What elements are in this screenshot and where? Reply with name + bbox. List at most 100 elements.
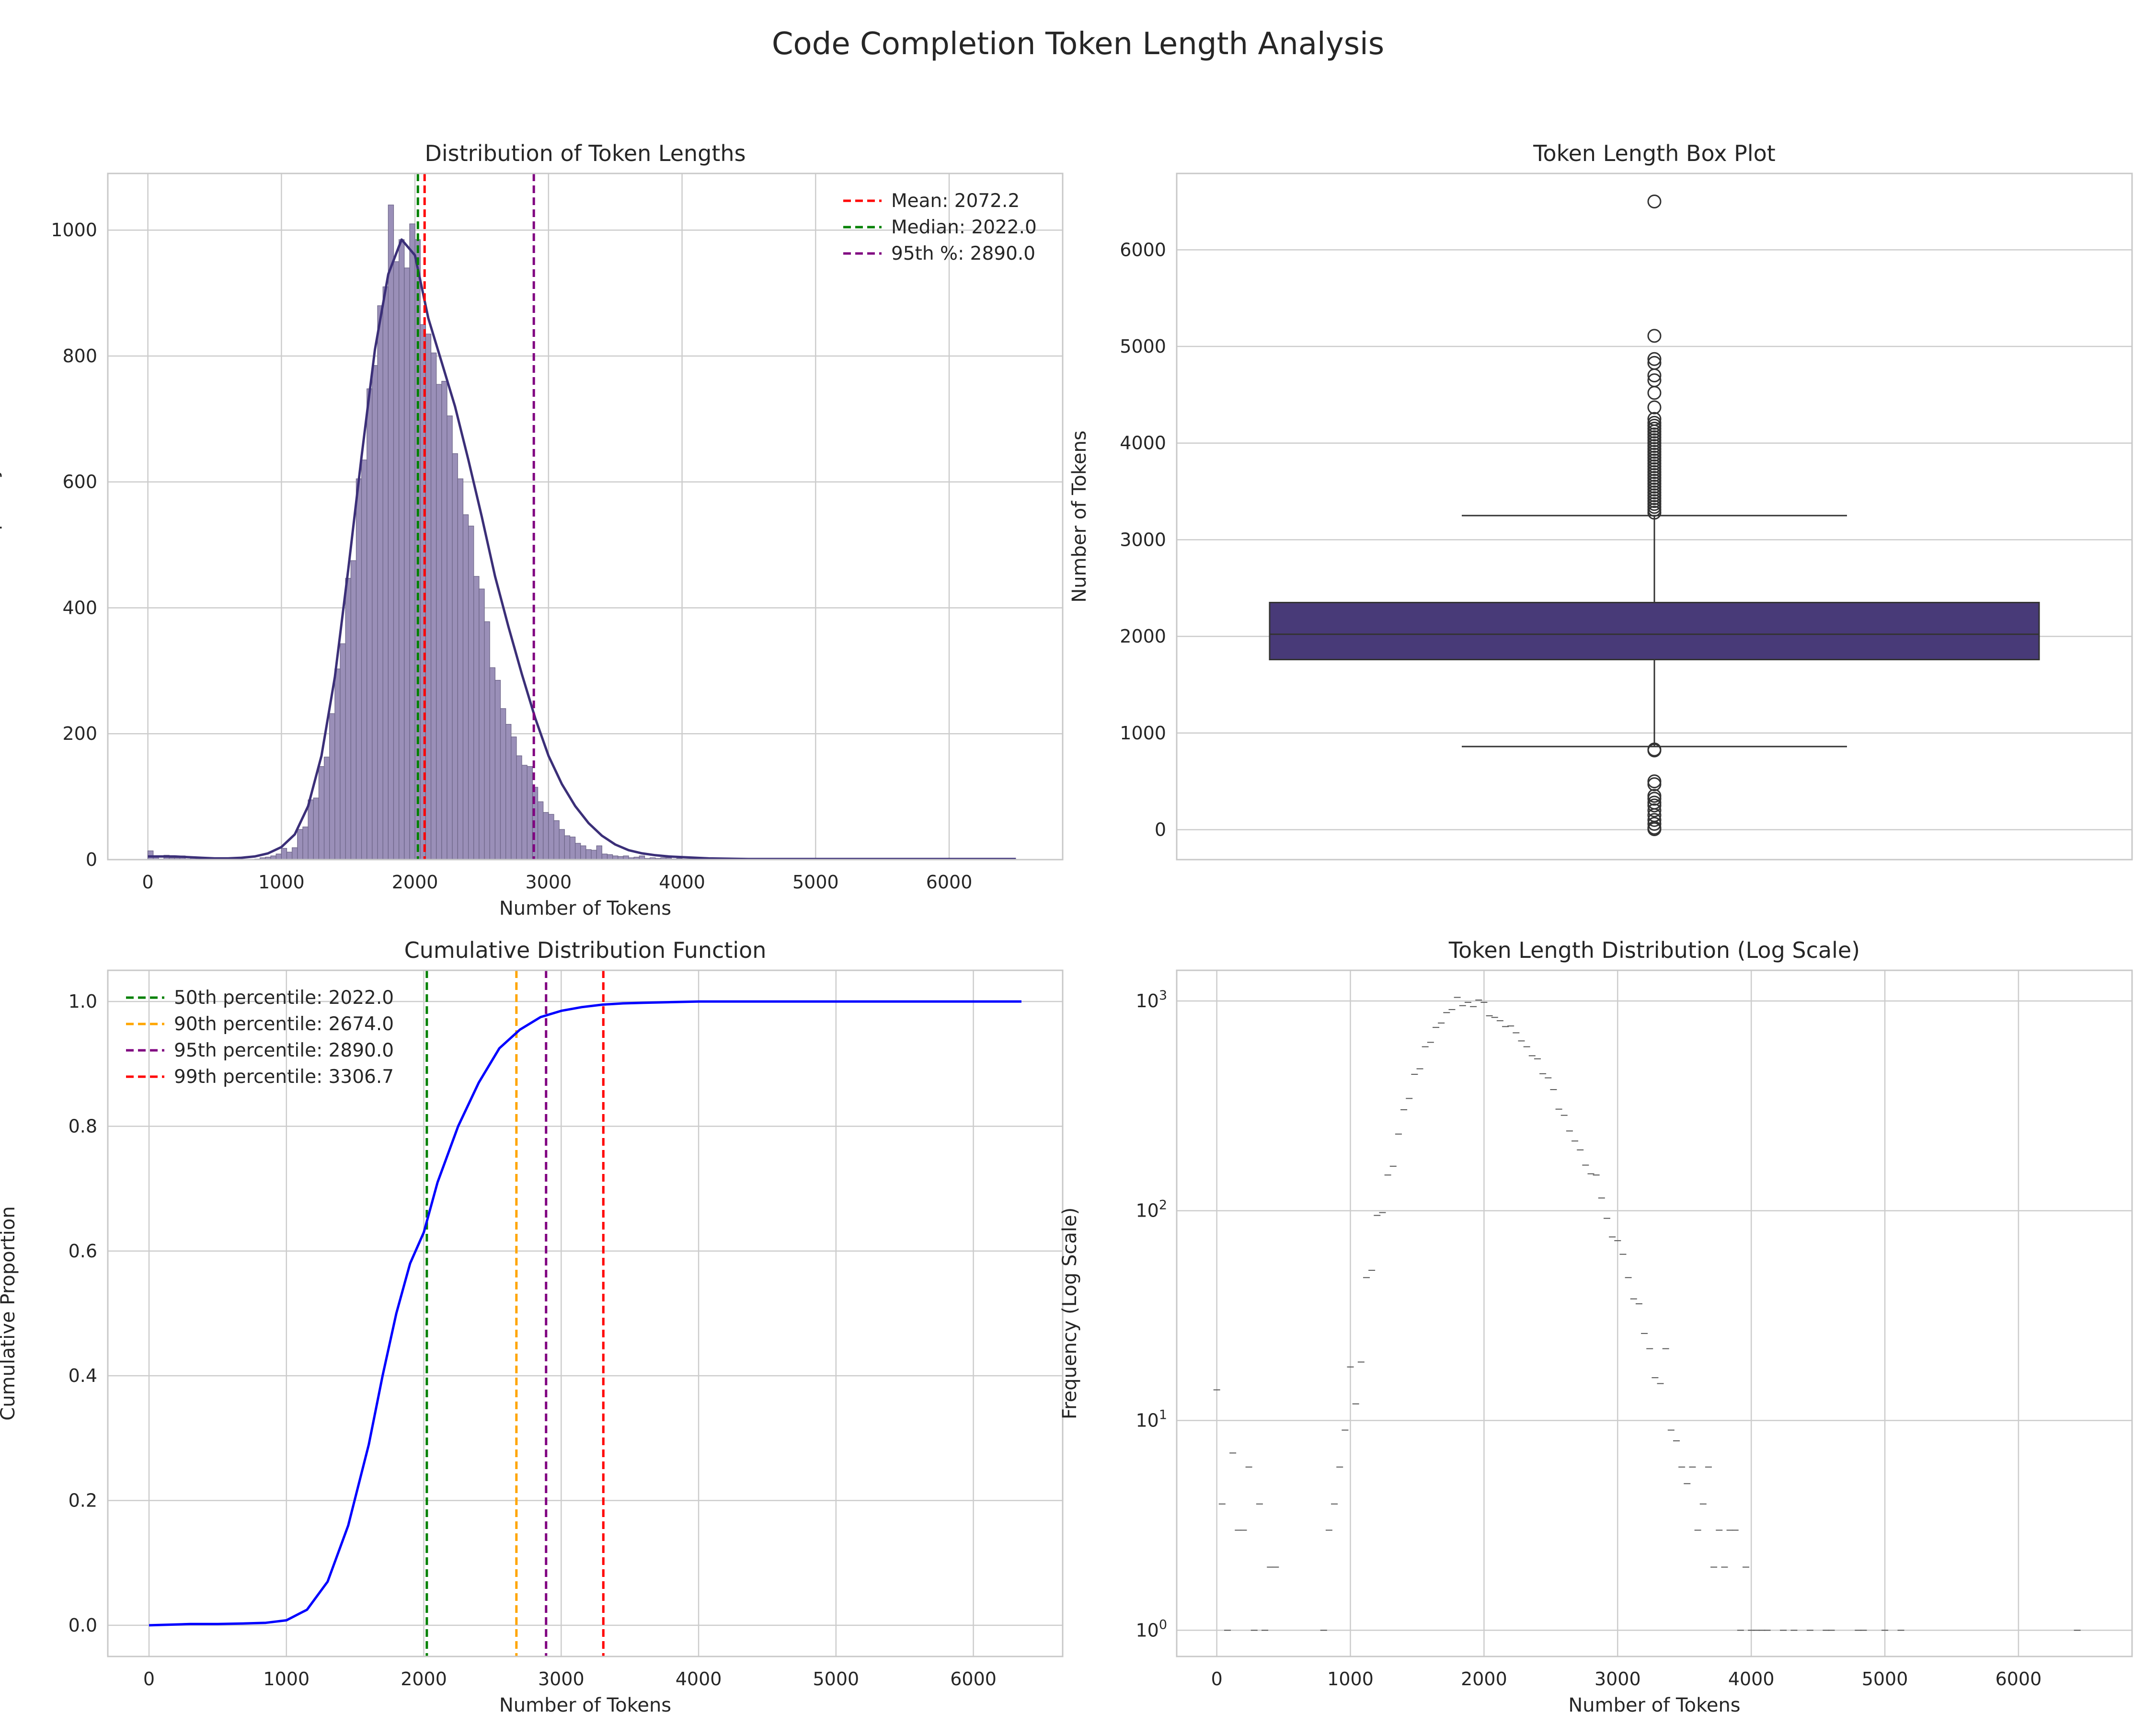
y-tick-label: 0.4 xyxy=(69,1365,97,1386)
histogram-bar xyxy=(302,827,309,860)
histogram-bar xyxy=(388,205,394,860)
iqr-box xyxy=(1269,602,2040,661)
boxplot-frame xyxy=(1176,172,2133,861)
x-tick-label: 2000 xyxy=(392,872,438,893)
y-tick-label: 1000 xyxy=(1120,723,1166,744)
histogram-bar xyxy=(292,847,298,860)
histogram-bar xyxy=(468,526,474,860)
legend-label: Mean: 2072.2 xyxy=(891,190,1020,212)
y-tick-label: 100 xyxy=(1135,1617,1167,1641)
x-tick-label: 2000 xyxy=(1461,1668,1507,1690)
histogram-bar xyxy=(361,460,367,860)
histogram-bar xyxy=(275,853,282,860)
outlier-point xyxy=(1647,777,1662,792)
legend-label: 90th percentile: 2674.0 xyxy=(174,1013,394,1035)
x-tick-label: 6000 xyxy=(926,872,973,893)
histogram-bar xyxy=(308,799,314,860)
legend-label: 95th %: 2890.0 xyxy=(891,243,1035,264)
x-tick-label: 0 xyxy=(142,872,154,893)
histogram-bar xyxy=(607,854,613,860)
histogram-bar xyxy=(500,708,506,860)
axes-title: Cumulative Distribution Function xyxy=(404,937,767,963)
y-tick-label: 3000 xyxy=(1120,529,1166,550)
histogram-bar xyxy=(404,267,410,860)
histogram-bar xyxy=(494,679,501,860)
outlier-point xyxy=(1647,506,1662,520)
log-markers xyxy=(1213,997,2081,1631)
outlier-point xyxy=(1647,822,1662,836)
outlier-point xyxy=(1647,816,1662,831)
y-tick-label: 400 xyxy=(62,597,97,618)
x-tick-label: 1000 xyxy=(1327,1668,1374,1690)
histogram-bar xyxy=(281,848,287,860)
x-tick-label: 3000 xyxy=(1594,1668,1641,1690)
x-tick-label: 6000 xyxy=(950,1668,997,1690)
histogram-bar xyxy=(345,578,351,860)
x-tick-label: 5000 xyxy=(813,1668,859,1690)
figure-title: Code Completion Token Length Analysis xyxy=(771,26,1385,62)
histogram-bar xyxy=(356,478,362,860)
histogram-bar xyxy=(430,352,437,860)
y-tick-label: 101 xyxy=(1135,1408,1167,1431)
histogram-bar xyxy=(569,837,576,860)
outlier-point xyxy=(1647,194,1662,208)
histogram-panel: 0 1000 2000 3000 4000 5000 6000 0 200 400 600 800 10… xyxy=(0,140,1064,920)
histogram-bar xyxy=(323,757,330,860)
x-tick-label: 3000 xyxy=(538,1668,585,1690)
outlier-point xyxy=(1647,813,1662,827)
histogram-legend: Mean: 2072.2 Median: 2022.0 95th %: 2890.0 xyxy=(843,190,1037,264)
x-tick-label: 1000 xyxy=(258,872,305,893)
x-tick-label: 0 xyxy=(1211,1668,1223,1690)
x-tick-label: 4000 xyxy=(1728,1668,1775,1690)
axes-title: Token Length Distribution (Log Scale) xyxy=(1448,937,1860,963)
histogram-bar xyxy=(585,849,592,860)
histogram-bar xyxy=(548,814,554,860)
y-tick-label: 102 xyxy=(1135,1198,1167,1221)
y-tick-label: 1.0 xyxy=(69,991,97,1012)
legend-label: 50th percentile: 2022.0 xyxy=(174,987,394,1009)
histogram-bar xyxy=(372,365,378,860)
x-tick-label: 6000 xyxy=(1995,1668,2042,1690)
histogram-bars xyxy=(148,205,704,860)
histogram-bar xyxy=(564,835,571,860)
histogram-bar xyxy=(409,223,415,860)
outlier-point xyxy=(1647,329,1662,343)
histogram-bar xyxy=(286,851,293,860)
histogram-bar xyxy=(367,388,373,860)
histogram-bar xyxy=(596,845,602,860)
histogram-bar xyxy=(479,588,485,860)
histogram-bar xyxy=(553,820,560,860)
cdf-legend: 50th percentile: 2022.0 90th percentile: … xyxy=(126,987,394,1088)
y-tick-label: 2000 xyxy=(1120,626,1166,647)
y-tick-label: 0.2 xyxy=(69,1490,97,1511)
log-panel: 0 1000 2000 3000 4000 5000 6000 100 101 102 103 Tok… xyxy=(1059,937,2133,1716)
x-tick-label: 3000 xyxy=(525,872,572,893)
histogram-bar xyxy=(527,766,533,860)
histogram-bar xyxy=(580,845,586,860)
outlier-point xyxy=(1647,798,1662,813)
histogram-bar xyxy=(377,305,383,860)
y-tick-label: 0.0 xyxy=(69,1615,97,1636)
y-tick-label: 0 xyxy=(1155,819,1166,840)
x-axis-label: Number of Tokens xyxy=(1568,1694,1740,1716)
x-tick-label: 0 xyxy=(143,1668,155,1690)
y-axis-label: Frequency xyxy=(0,467,2,566)
y-axis-label: Number of Tokens xyxy=(1068,430,1090,602)
x-tick-label: 5000 xyxy=(1862,1668,1908,1690)
legend-label: 95th percentile: 2890.0 xyxy=(174,1040,394,1061)
histogram-bar xyxy=(489,667,495,860)
y-tick-label: 0.8 xyxy=(69,1116,97,1137)
histogram-bar xyxy=(425,334,432,860)
histogram-bar xyxy=(537,801,544,860)
x-tick-label: 1000 xyxy=(263,1668,310,1690)
cdf-frame xyxy=(107,969,1064,1657)
x-tick-label: 5000 xyxy=(792,872,839,893)
histogram-bar xyxy=(313,797,320,860)
histogram-bar xyxy=(393,261,400,860)
x-axis-label: Number of Tokens xyxy=(499,1694,671,1716)
outliers xyxy=(1647,194,1662,836)
axes-title: Token Length Box Plot xyxy=(1533,140,1776,166)
outlier-point xyxy=(1647,803,1662,817)
histogram-bar xyxy=(521,765,528,860)
